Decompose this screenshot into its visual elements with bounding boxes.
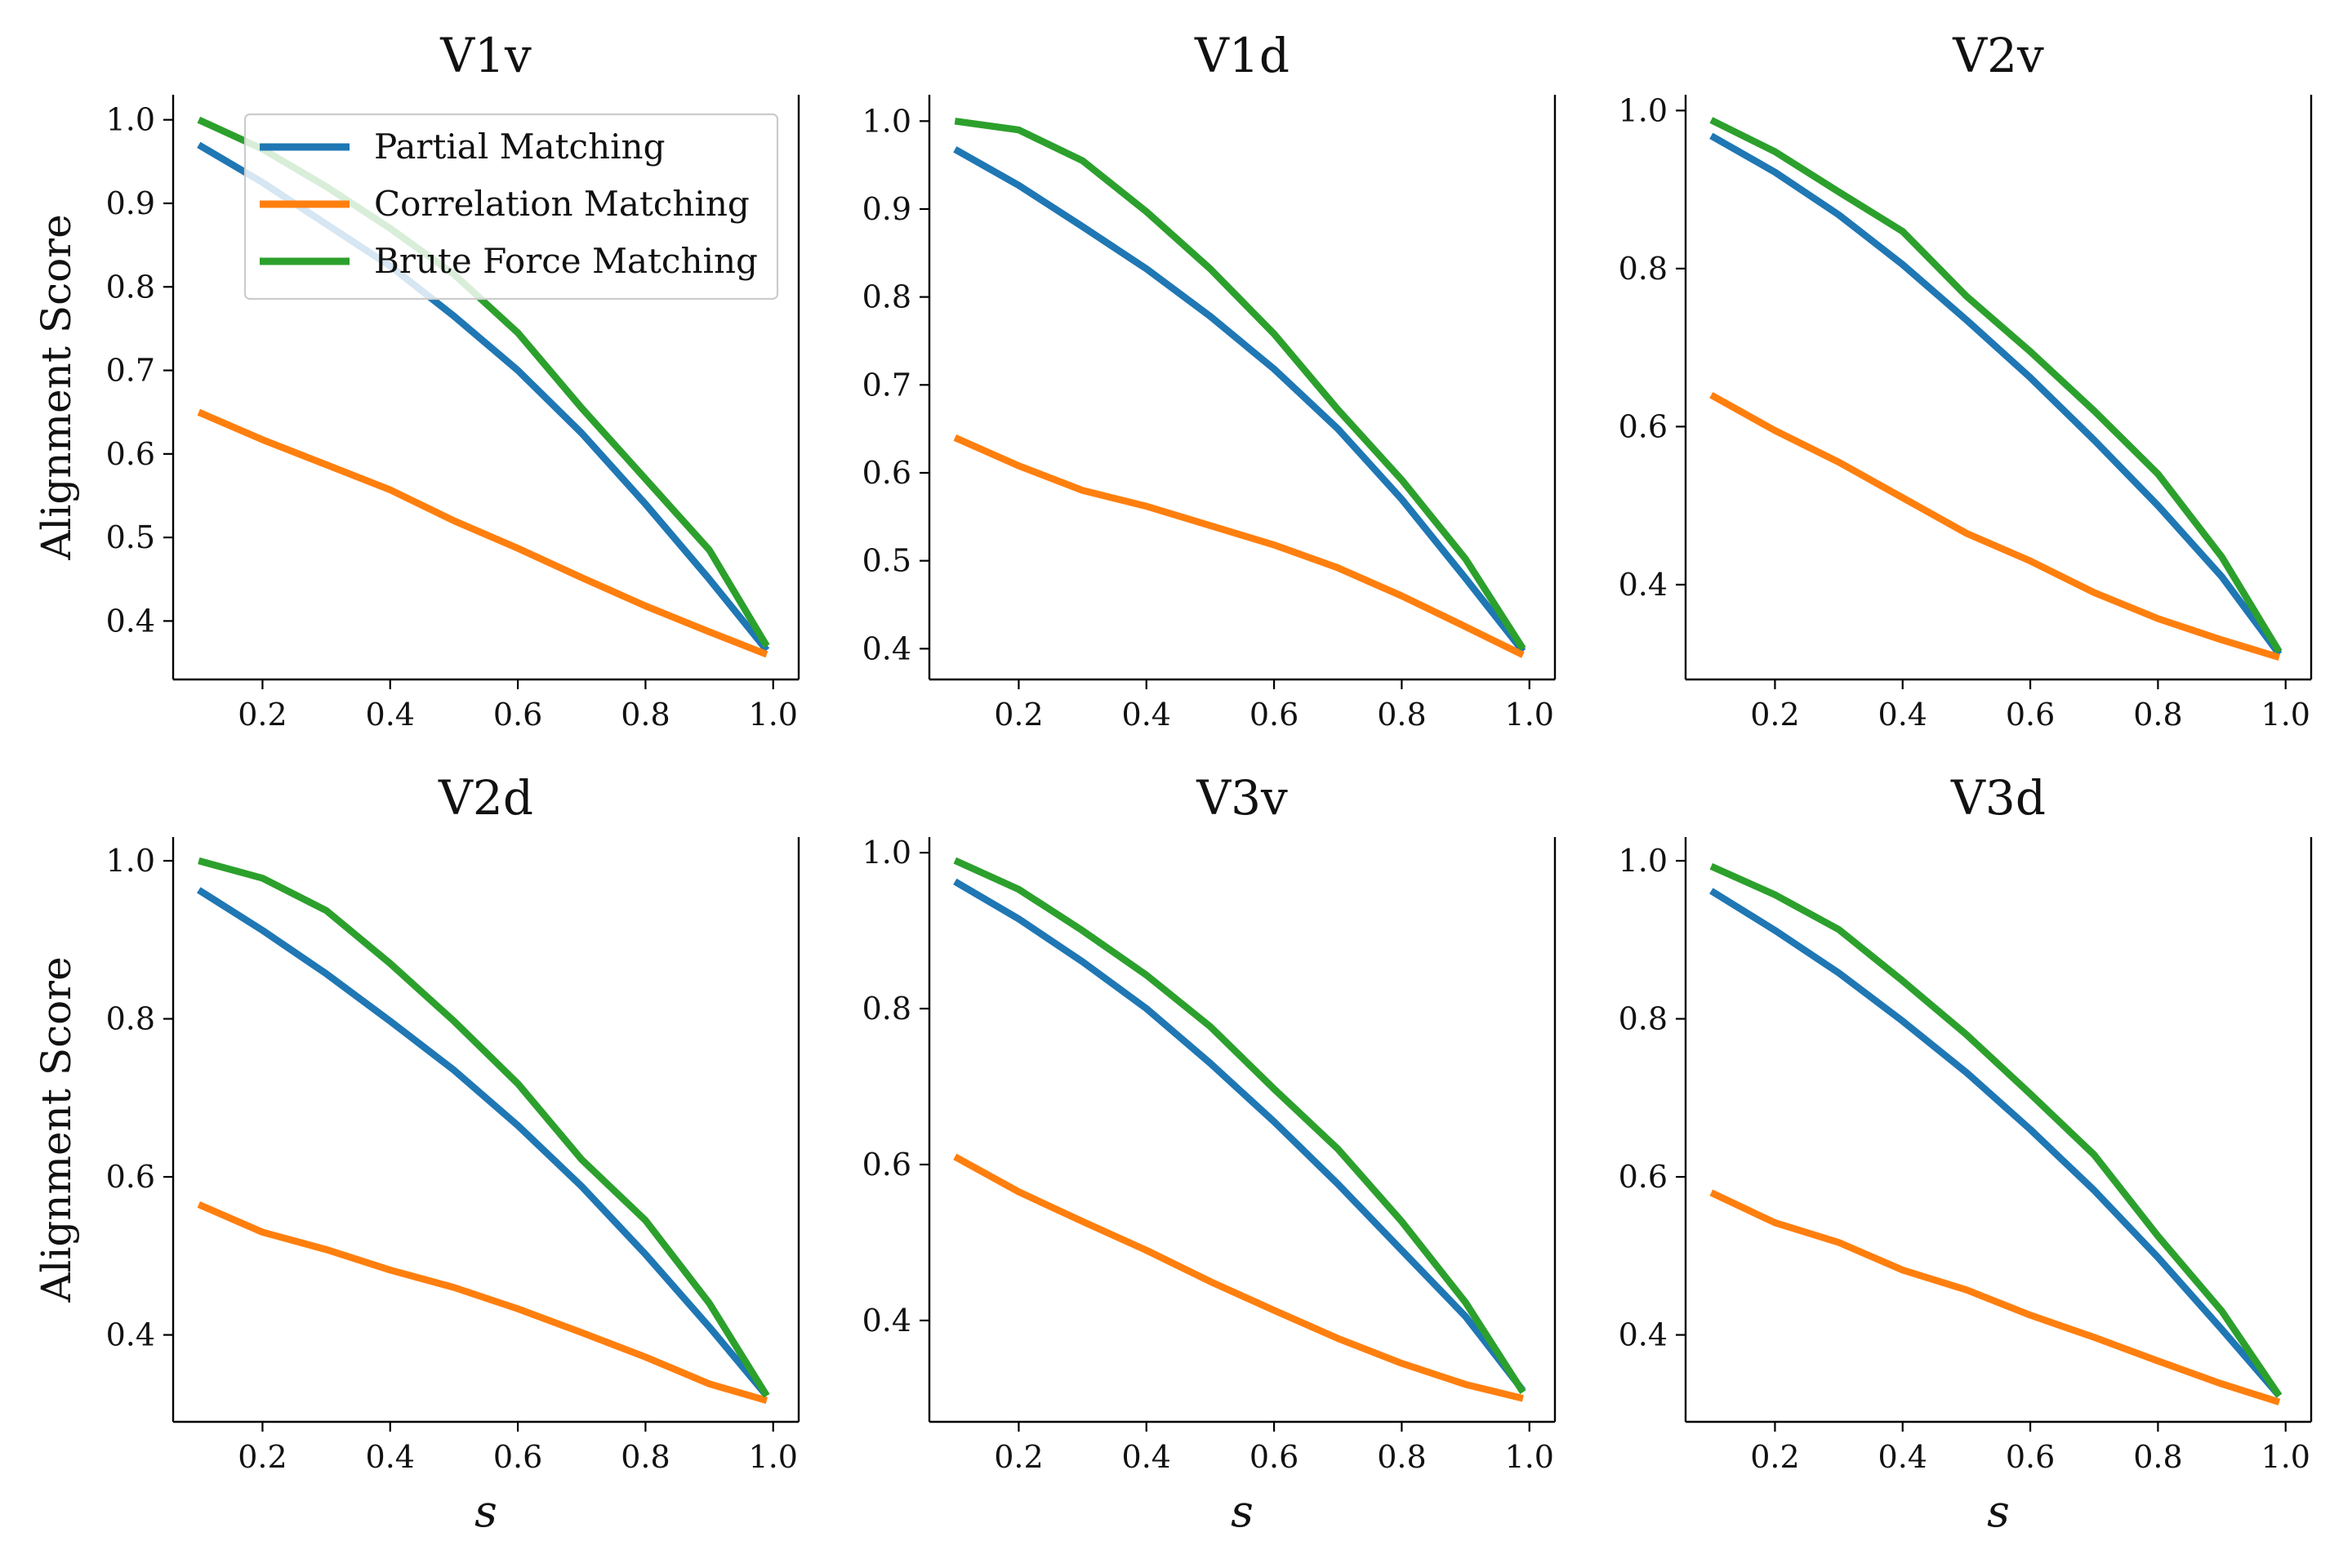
series-line-partial bbox=[1709, 888, 2283, 1398]
x-tick-label: 1.0 bbox=[1505, 1439, 1554, 1475]
x-tick-label: 0.8 bbox=[2133, 1439, 2182, 1475]
x-tick-label: 0.8 bbox=[1377, 1439, 1426, 1475]
y-tick-label: 0.6 bbox=[862, 455, 911, 491]
x-tick-label: 0.2 bbox=[238, 697, 287, 733]
y-tick-label: 1.0 bbox=[106, 843, 155, 879]
y-tick-label: 0.8 bbox=[1619, 1001, 1668, 1037]
y-tick-label: 0.9 bbox=[106, 185, 155, 221]
y-tick-label: 1.0 bbox=[1619, 92, 1668, 128]
x-tick-label: 0.6 bbox=[1250, 697, 1298, 733]
x-tick-label: 0.4 bbox=[366, 1439, 415, 1475]
x-tick-label: 0.2 bbox=[994, 697, 1043, 733]
y-tick-label: 0.4 bbox=[862, 1303, 911, 1339]
panel-v3d: V3d 0.2 0.4 0.6 0.8 1.0 0.4 0.6 0.8 1.0 s bbox=[1619, 770, 2313, 1537]
series-line-brute bbox=[953, 857, 1526, 1394]
y-tick-label: 1.0 bbox=[862, 835, 911, 871]
series-line-correlation bbox=[953, 434, 1525, 658]
legend-label: Brute Force Matching bbox=[374, 241, 758, 281]
series-line-correlation bbox=[197, 1201, 768, 1404]
y-tick-label: 0.6 bbox=[1619, 1159, 1668, 1195]
y-tick-label: 0.4 bbox=[1619, 567, 1668, 603]
x-tick-label: 1.0 bbox=[749, 1439, 798, 1475]
x-tick-label: 0.6 bbox=[1250, 1439, 1298, 1475]
y-tick-label: 0.7 bbox=[862, 367, 911, 403]
x-tick-label: 0.4 bbox=[1122, 697, 1171, 733]
panel-title: V3v bbox=[1196, 770, 1288, 826]
legend-label: Partial Matching bbox=[374, 127, 666, 167]
y-tick-label: 0.8 bbox=[106, 269, 155, 305]
series-line-partial bbox=[953, 878, 1526, 1393]
legend: Partial Matching Correlation Matching Brut… bbox=[243, 113, 779, 301]
y-tick-label: 0.6 bbox=[106, 1159, 155, 1195]
series-line-correlation bbox=[1709, 391, 2281, 661]
series-line-correlation bbox=[197, 408, 768, 658]
y-tick-label: 0.4 bbox=[106, 603, 155, 639]
y-tick-label: 0.5 bbox=[106, 519, 155, 555]
y-tick-label: 0.8 bbox=[862, 279, 911, 315]
y-tick-label: 0.6 bbox=[862, 1147, 911, 1183]
panel-title: V1v bbox=[439, 28, 532, 83]
panel-v1d: V1d 0.2 0.4 0.6 0.8 1.0 0.4 0.5 0.6 0.7 0.8 0.9 1.0 bbox=[862, 28, 1557, 733]
series-line-partial bbox=[197, 887, 770, 1398]
series-line-correlation bbox=[953, 1153, 1524, 1402]
panel-v2v: V2v 0.2 0.4 0.6 0.8 1.0 0.4 0.6 0.8 1.0 bbox=[1619, 28, 2313, 733]
series-line-correlation bbox=[1709, 1189, 2281, 1405]
x-tick-label: 0.4 bbox=[1878, 1439, 1927, 1475]
y-tick-label: 0.4 bbox=[106, 1317, 155, 1353]
y-axis-label: Alignment Score bbox=[33, 956, 80, 1303]
y-tick-label: 0.4 bbox=[1619, 1317, 1668, 1353]
y-tick-label: 0.8 bbox=[1619, 251, 1668, 287]
panel-title: V2d bbox=[438, 770, 533, 826]
y-tick-label: 1.0 bbox=[1619, 843, 1668, 879]
x-tick-label: 1.0 bbox=[749, 697, 798, 733]
x-tick-label: 1.0 bbox=[2261, 1439, 2310, 1475]
x-tick-label: 0.8 bbox=[621, 1439, 670, 1475]
x-tick-label: 0.4 bbox=[1122, 1439, 1171, 1475]
x-tick-label: 0.4 bbox=[1878, 697, 1927, 733]
panel-title: V2v bbox=[1952, 28, 2044, 83]
y-tick-label: 0.5 bbox=[862, 543, 911, 579]
y-tick-label: 1.0 bbox=[106, 102, 155, 138]
x-tick-label: 0.6 bbox=[2006, 1439, 2055, 1475]
y-tick-label: 0.6 bbox=[1619, 408, 1668, 444]
x-axis-label: s bbox=[474, 1486, 497, 1537]
legend-frame bbox=[243, 113, 779, 301]
y-tick-label: 0.8 bbox=[862, 991, 911, 1027]
y-axis-label: Alignment Score bbox=[33, 214, 80, 560]
panel-v1v: V1v 0.2 0.4 0.6 0.8 1.0 0.4 0.5 0.6 0.7 0.8 0.9 1.0 A… bbox=[33, 28, 800, 733]
y-tick-label: 0.4 bbox=[862, 630, 911, 666]
panel-v2d: V2d 0.2 0.4 0.6 0.8 1.0 0.4 0.6 0.8 1.0 Alignment … bbox=[33, 770, 800, 1537]
series-line-brute bbox=[198, 857, 770, 1398]
panel-v3v: V3v 0.2 0.4 0.6 0.8 1.0 0.4 0.6 0.8 1.0 s bbox=[862, 770, 1557, 1537]
x-tick-label: 0.6 bbox=[2006, 697, 2055, 733]
x-tick-label: 1.0 bbox=[1505, 697, 1554, 733]
x-tick-label: 0.8 bbox=[2133, 697, 2182, 733]
x-axis-label: s bbox=[1231, 1486, 1254, 1537]
x-tick-label: 0.6 bbox=[493, 1439, 542, 1475]
x-tick-label: 0.8 bbox=[621, 697, 670, 733]
x-tick-label: 0.4 bbox=[366, 697, 415, 733]
x-tick-label: 1.0 bbox=[2261, 697, 2310, 733]
y-tick-label: 0.7 bbox=[106, 353, 155, 389]
y-tick-label: 0.6 bbox=[106, 436, 155, 472]
series-line-brute bbox=[954, 118, 1526, 651]
panel-title: V1d bbox=[1194, 28, 1290, 83]
series-line-brute bbox=[1709, 117, 2283, 654]
series-line-partial bbox=[953, 146, 1526, 654]
x-tick-label: 0.6 bbox=[493, 697, 542, 733]
x-axis-label: s bbox=[1987, 1486, 2010, 1537]
y-tick-label: 1.0 bbox=[862, 103, 911, 139]
panel-title: V3d bbox=[1950, 770, 2046, 826]
series-line-brute bbox=[1709, 862, 2283, 1398]
x-tick-label: 0.2 bbox=[994, 1439, 1043, 1475]
x-tick-label: 0.2 bbox=[238, 1439, 287, 1475]
legend-label: Correlation Matching bbox=[374, 184, 750, 224]
x-tick-label: 0.2 bbox=[1750, 1439, 1799, 1475]
x-tick-label: 0.2 bbox=[1750, 697, 1799, 733]
x-tick-label: 0.8 bbox=[1377, 697, 1426, 733]
y-tick-label: 0.9 bbox=[862, 191, 911, 227]
y-tick-label: 0.8 bbox=[106, 1001, 155, 1037]
series-line-partial bbox=[1709, 132, 2283, 657]
